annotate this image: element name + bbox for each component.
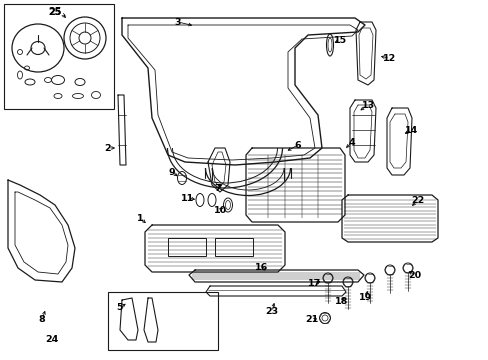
Text: 9: 9 (168, 167, 175, 176)
Text: 18: 18 (335, 297, 348, 306)
Text: 6: 6 (294, 140, 301, 149)
Text: 19: 19 (359, 293, 372, 302)
Bar (215, 238, 252, 256)
Text: 8: 8 (39, 315, 45, 324)
Text: 20: 20 (407, 270, 421, 279)
Text: 5: 5 (117, 303, 123, 312)
Text: 25: 25 (48, 8, 61, 17)
Bar (168, 238, 205, 256)
Bar (4, 4, 114, 109)
Text: 7: 7 (214, 184, 221, 193)
Text: 22: 22 (410, 195, 424, 204)
Text: 23: 23 (265, 307, 278, 316)
Text: 3: 3 (174, 18, 181, 27)
Text: 21: 21 (305, 315, 318, 324)
Text: 1: 1 (137, 213, 143, 222)
Text: 14: 14 (405, 126, 418, 135)
Text: 25: 25 (48, 7, 61, 17)
Text: 2: 2 (104, 144, 111, 153)
Text: 17: 17 (308, 279, 321, 288)
Text: 15: 15 (333, 36, 346, 45)
Text: 16: 16 (255, 264, 268, 273)
Text: 10: 10 (213, 206, 226, 215)
Text: 11: 11 (181, 194, 194, 202)
Text: 12: 12 (383, 54, 396, 63)
Text: 24: 24 (45, 336, 59, 345)
Bar (108, 292, 218, 350)
Text: 4: 4 (348, 138, 355, 147)
Text: 13: 13 (361, 100, 374, 109)
